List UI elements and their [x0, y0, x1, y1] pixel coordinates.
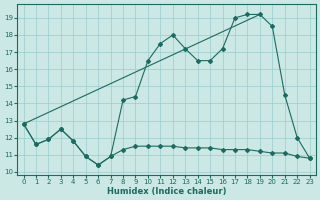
X-axis label: Humidex (Indice chaleur): Humidex (Indice chaleur) — [107, 187, 226, 196]
